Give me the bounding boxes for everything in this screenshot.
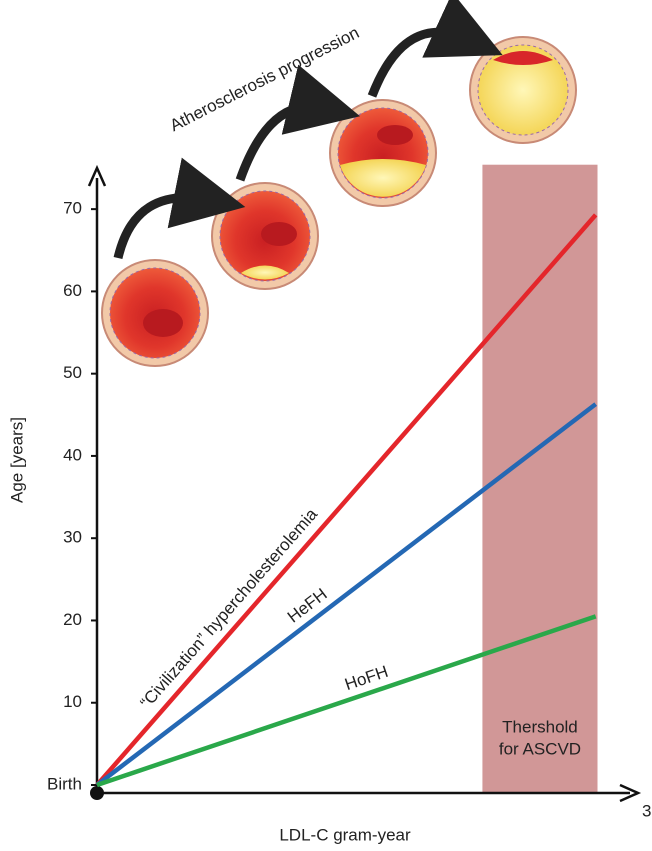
y-axis-label: Age [years]	[7, 417, 26, 503]
y-tick-label: 20	[63, 610, 82, 629]
y-tick-label: 60	[63, 281, 82, 300]
y-tick-label: 50	[63, 363, 82, 382]
y-tick-label: 70	[63, 199, 82, 218]
chart-title: Atherosclerosis progression	[167, 23, 363, 135]
threshold-label: for ASCVD	[499, 739, 581, 758]
x-axis-label: LDL-C gram-year	[279, 825, 411, 844]
y-tick-label: 40	[63, 445, 82, 464]
origin-dot	[90, 786, 104, 800]
y-tick-label: 30	[63, 528, 82, 547]
series-label: HeFH	[284, 584, 331, 626]
threshold-label: Thershold	[502, 717, 578, 736]
x-tick-label: 3	[642, 801, 651, 820]
y-tick-label: Birth	[47, 774, 82, 793]
y-tick-label: 10	[63, 692, 82, 711]
chart: Atherosclerosis progression LDL-C gram-y…	[0, 0, 652, 851]
